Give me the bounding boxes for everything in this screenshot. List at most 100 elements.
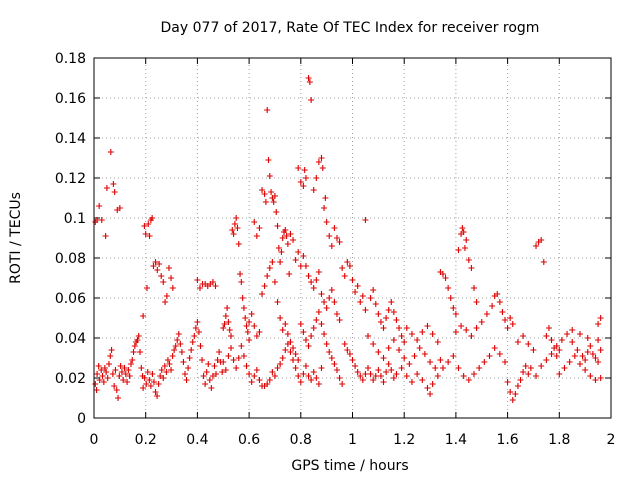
data-point [162, 299, 169, 305]
data-point [566, 359, 573, 365]
data-point [284, 241, 291, 247]
data-point [370, 377, 377, 383]
y-tick-label: 0.12 [55, 171, 86, 187]
data-point [143, 381, 150, 387]
data-point [576, 361, 583, 367]
data-point [341, 273, 348, 279]
data-point [331, 299, 338, 305]
data-point [154, 267, 161, 273]
data-point [161, 363, 168, 369]
data-point [533, 373, 540, 379]
data-point [192, 325, 199, 331]
data-point [310, 187, 317, 193]
data-point [579, 353, 586, 359]
data-point [169, 285, 176, 291]
data-point [396, 347, 403, 353]
data-point [213, 371, 220, 377]
data-point [219, 369, 226, 375]
data-point [380, 355, 387, 361]
data-point [322, 195, 329, 201]
data-point [310, 369, 317, 375]
data-point [137, 349, 144, 355]
data-point [238, 279, 245, 285]
data-point [574, 347, 581, 353]
data-point [277, 361, 284, 367]
data-point [209, 373, 216, 379]
data-point [328, 355, 335, 361]
data-point [206, 377, 213, 383]
data-point [424, 385, 431, 391]
data-point [414, 371, 421, 377]
data-point [452, 329, 459, 335]
data-point [295, 373, 302, 379]
data-point [202, 381, 209, 387]
data-point [295, 165, 302, 171]
data-point [253, 233, 260, 239]
data-point [582, 357, 589, 363]
data-point [111, 189, 118, 195]
data-point [587, 373, 594, 379]
data-point [315, 309, 322, 315]
data-point [302, 337, 309, 343]
data-point [259, 187, 266, 193]
data-point [561, 365, 568, 371]
data-point [390, 309, 397, 315]
data-point [273, 209, 280, 215]
data-point [234, 225, 241, 231]
data-point [163, 293, 170, 299]
data-point [465, 377, 472, 383]
data-point [240, 353, 247, 359]
x-tick-label: 1 [348, 432, 357, 448]
data-point [248, 379, 255, 385]
data-point [419, 377, 426, 383]
data-point [437, 357, 444, 363]
y-tick-label: 0.14 [55, 131, 86, 147]
data-point [483, 311, 490, 317]
data-point [157, 373, 164, 379]
y-tick-label: 0.08 [55, 251, 86, 267]
data-point [302, 263, 309, 269]
data-point [336, 239, 343, 245]
data-point [297, 379, 304, 385]
data-point [370, 287, 377, 293]
data-point [502, 317, 509, 323]
data-point [168, 367, 175, 373]
data-point [476, 365, 483, 371]
data-point [396, 325, 403, 331]
data-point [117, 363, 124, 369]
data-point [359, 293, 366, 299]
data-point [375, 311, 382, 317]
data-point [144, 369, 151, 375]
data-point [98, 367, 105, 373]
data-point [308, 279, 315, 285]
x-tick-label: 1.8 [548, 432, 570, 448]
data-point [419, 329, 426, 335]
data-point [461, 245, 468, 251]
data-point [203, 369, 210, 375]
data-point [455, 247, 462, 253]
data-point [94, 371, 101, 377]
data-point [486, 353, 493, 359]
data-point [326, 295, 333, 301]
data-point [587, 343, 594, 349]
data-point [266, 265, 273, 271]
data-point [445, 359, 452, 365]
data-point [403, 373, 410, 379]
data-point [251, 219, 258, 225]
data-point [375, 367, 382, 373]
data-point [264, 107, 271, 113]
data-point [300, 329, 307, 335]
data-point [297, 179, 304, 185]
data-point [194, 277, 201, 283]
data-point [352, 289, 359, 295]
data-point [253, 367, 260, 373]
data-point [339, 381, 346, 387]
data-point [212, 283, 219, 289]
data-point [401, 355, 408, 361]
data-point [103, 369, 110, 375]
data-point [220, 359, 227, 365]
data-point [300, 253, 307, 259]
data-point [93, 387, 100, 393]
data-point [205, 361, 212, 367]
y-tick-label: 0.16 [55, 91, 86, 107]
